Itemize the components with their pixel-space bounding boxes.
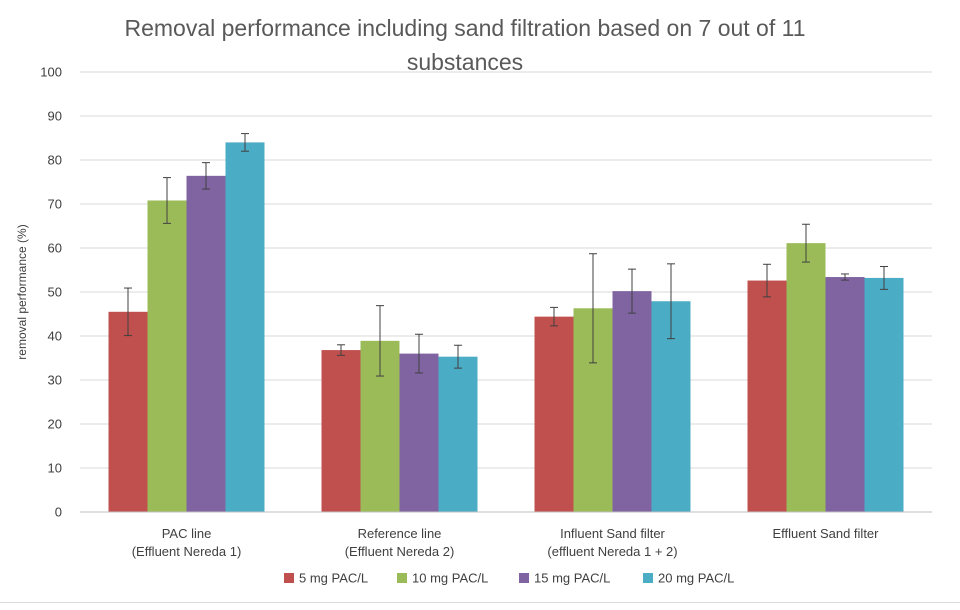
y-tick-label: 30 bbox=[48, 373, 62, 388]
y-tick-labels: 0 10 20 30 40 50 60 70 80 90 100 bbox=[40, 65, 62, 520]
category-label: Reference line bbox=[358, 526, 442, 541]
y-axis-label: removal performance (%) bbox=[15, 224, 29, 359]
y-tick-label: 100 bbox=[40, 65, 62, 80]
bar bbox=[147, 200, 187, 513]
legend-label: 10 mg PAC/L bbox=[412, 571, 488, 586]
legend-swatch bbox=[284, 573, 294, 583]
y-tick-label: 50 bbox=[48, 285, 62, 300]
y-tick-label: 70 bbox=[48, 197, 62, 212]
y-tick-label: 10 bbox=[48, 461, 62, 476]
y-tick-label: 80 bbox=[48, 153, 62, 168]
bar bbox=[225, 142, 265, 512]
y-tick-label: 20 bbox=[48, 417, 62, 432]
legend-label: 20 mg PAC/L bbox=[658, 571, 734, 586]
bar bbox=[321, 350, 361, 512]
bar bbox=[399, 353, 439, 512]
y-tick-label: 40 bbox=[48, 329, 62, 344]
bar bbox=[108, 311, 148, 512]
category-label: Effluent Sand filter bbox=[773, 526, 880, 541]
chart-title-line: Removal performance including sand filtr… bbox=[124, 15, 805, 41]
bar bbox=[534, 316, 574, 512]
chart-title-line: substances bbox=[407, 49, 523, 75]
legend-label: 15 mg PAC/L bbox=[534, 571, 610, 586]
legend: 5 mg PAC/L 10 mg PAC/L 15 mg PAC/L 20 mg PA… bbox=[284, 571, 734, 586]
bottom-divider bbox=[0, 602, 960, 603]
bar bbox=[864, 277, 904, 512]
legend-swatch bbox=[643, 573, 653, 583]
category-label: (Effluent Nereda 2) bbox=[345, 544, 455, 559]
bar bbox=[786, 243, 826, 512]
bar bbox=[612, 291, 652, 512]
error-bars bbox=[124, 133, 888, 377]
category-labels: PAC line (Effluent Nereda 1) Reference lin… bbox=[132, 526, 879, 559]
bar bbox=[186, 175, 226, 512]
bars bbox=[108, 142, 904, 513]
bar bbox=[747, 280, 787, 512]
y-tick-label: 90 bbox=[48, 109, 62, 124]
category-label: Influent Sand filter bbox=[560, 526, 665, 541]
category-label: PAC line bbox=[162, 526, 212, 541]
category-label: (Effluent Nereda 1) bbox=[132, 544, 242, 559]
legend-swatch bbox=[397, 573, 407, 583]
bar bbox=[438, 356, 478, 512]
category-label: (effluent Nereda 1 + 2) bbox=[547, 544, 677, 559]
y-tick-label: 60 bbox=[48, 241, 62, 256]
legend-swatch bbox=[519, 573, 529, 583]
y-tick-label: 0 bbox=[55, 505, 62, 520]
bar bbox=[825, 277, 865, 512]
chart-title: Removal performance including sand filtr… bbox=[124, 15, 805, 75]
y-axis-label: removal performance (%) bbox=[15, 224, 29, 359]
legend-label: 5 mg PAC/L bbox=[299, 571, 368, 586]
